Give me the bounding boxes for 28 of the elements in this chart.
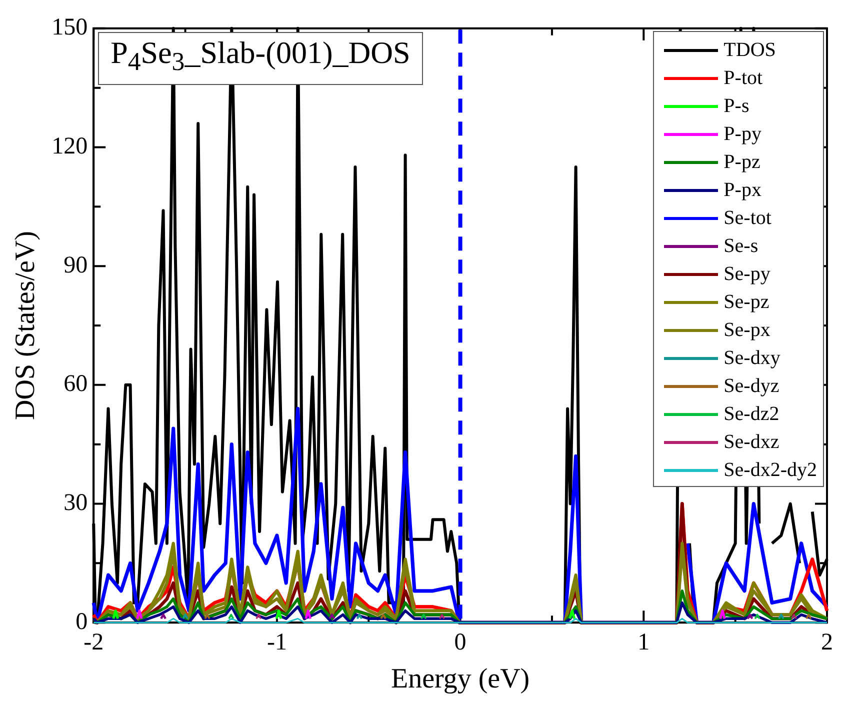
y-tick-label: 150 [52,14,88,41]
legend-label: P-pz [724,150,760,174]
legend-label: TDOS [724,38,776,62]
y-tick-label: 120 [52,134,88,160]
y-tick-label: 90 [64,252,88,278]
y-tick-label: 30 [64,490,88,516]
legend-label: Se-dz2 [724,402,780,426]
chart-title: P$_{4}$Se$_{3}$_Slab-(001)_DOS [98,32,424,85]
legend-label: P-tot [724,66,763,90]
legend-label: Se-tot [724,206,772,230]
legend-label: Se-px [724,318,770,342]
legend-label: P-s [724,94,750,118]
legend-label: Se-dxz [724,430,780,454]
legend-label: Se-dxy [724,346,780,370]
legend-label: Se-dyz [724,374,780,398]
legend-label: Se-s [724,234,758,258]
legend-label: P-py [724,122,762,146]
x-tick-label: 0 [454,629,466,656]
y-tick-label: 60 [64,371,88,398]
legend-label: Se-dx2-dy2 [724,458,817,482]
legend-label: Se-py [724,262,770,286]
x-tick-label: 1 [638,629,650,656]
x-axis-title: Energy (eV) [390,664,530,695]
x-tick-label: 2 [821,629,833,656]
legend-label: P-px [724,178,762,202]
x-tick-label: -1 [266,629,287,656]
y-axis-title: DOS (States/eV) [10,231,42,420]
legend-label: Se-pz [724,290,770,314]
